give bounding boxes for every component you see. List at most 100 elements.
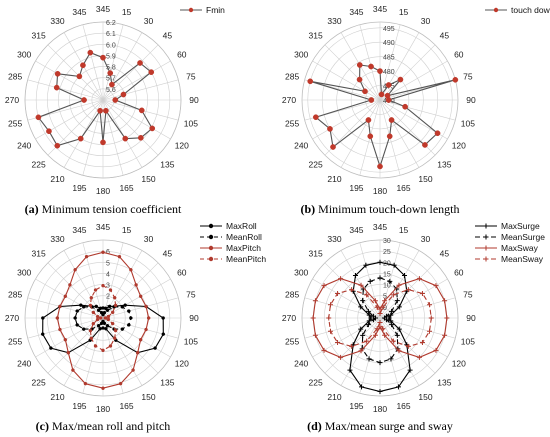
legend-marker	[208, 245, 214, 251]
angle-label: 270	[282, 313, 296, 323]
data-point	[146, 316, 151, 320]
angle-label: 255	[8, 337, 22, 347]
data-point	[41, 316, 45, 320]
data-point	[396, 282, 402, 288]
data-point	[387, 278, 393, 284]
angle-label: 240	[17, 141, 31, 151]
data-point	[81, 305, 86, 309]
grid-spoke	[35, 60, 104, 101]
data-point	[108, 288, 113, 292]
angle-label: 210	[50, 174, 64, 184]
data-point	[407, 367, 413, 373]
angle-label: 75	[463, 289, 473, 299]
data-point	[416, 276, 422, 282]
data-point	[321, 283, 327, 289]
r-tick-label: 6.2	[106, 20, 116, 27]
angle-label: 165	[119, 183, 133, 193]
panel-caption: (a) Minimum tension coefficient	[25, 202, 182, 216]
caption-letter: (c)	[36, 419, 49, 433]
data-point	[327, 328, 333, 334]
data-point	[402, 103, 408, 110]
angle-label: 120	[452, 359, 466, 369]
data-point	[96, 323, 101, 328]
data-point	[83, 381, 88, 386]
grid-spoke	[35, 278, 104, 319]
grid-spoke	[102, 24, 124, 101]
data-point	[405, 343, 411, 349]
data-point	[405, 287, 411, 293]
grid-spoke	[47, 262, 104, 319]
angle-label: 195	[72, 401, 86, 411]
data-point	[347, 367, 353, 373]
data-point	[101, 250, 105, 255]
data-point	[396, 304, 402, 310]
data-point	[416, 354, 422, 360]
data-point	[91, 321, 96, 326]
r-tick-label: 3	[106, 283, 110, 290]
data-point	[49, 346, 53, 350]
legend-label: MeanRoll	[226, 232, 262, 242]
data-point	[378, 91, 385, 98]
data-point	[135, 350, 140, 355]
angle-label: 285	[285, 289, 299, 299]
caption-letter: (b)	[301, 202, 316, 216]
data-point	[100, 54, 106, 61]
grid-spoke	[379, 24, 401, 101]
data-point	[427, 302, 433, 308]
angle-label: 135	[160, 159, 174, 169]
legend-marker	[483, 223, 489, 229]
grid-spoke	[102, 60, 171, 101]
caption-text: Max/mean surge and sway	[322, 419, 453, 433]
data-point	[391, 262, 397, 268]
angle-label: 45	[440, 31, 450, 41]
angle-label: 255	[285, 119, 299, 129]
data-point	[367, 133, 374, 140]
data-point	[310, 315, 316, 321]
data-point	[95, 317, 100, 322]
data-point	[338, 276, 344, 282]
data-point	[427, 328, 433, 334]
data-point	[382, 298, 388, 304]
data-point	[40, 332, 45, 336]
data-point	[149, 125, 156, 132]
r-tick-label: 6.1	[106, 31, 116, 38]
data-point	[358, 282, 364, 288]
data-point	[397, 76, 404, 83]
r-tick-label: 15	[383, 271, 391, 278]
data-point	[396, 326, 402, 332]
angle-label: 240	[17, 359, 31, 369]
legend-marker	[208, 256, 214, 262]
data-point	[395, 384, 401, 390]
angle-label: 255	[285, 337, 299, 347]
data-point	[349, 343, 355, 349]
angle-label: 270	[5, 95, 19, 105]
data-point	[335, 290, 341, 296]
data-point	[109, 81, 115, 88]
caption-text: Max/mean roll and pitch	[49, 419, 170, 433]
legend-label: MeanSurge	[501, 232, 545, 242]
angle-label: 150	[418, 392, 432, 402]
data-point	[382, 332, 388, 338]
angle-label: 225	[309, 377, 323, 387]
data-point	[377, 259, 383, 265]
angle-label: 60	[177, 50, 187, 60]
data-point	[377, 68, 383, 74]
angle-label: 345	[96, 4, 110, 14]
data-point	[110, 310, 115, 315]
data-point	[123, 303, 127, 307]
data-point	[419, 340, 425, 346]
grid-spoke	[324, 44, 381, 101]
legend-marker	[493, 7, 499, 13]
data-point	[312, 298, 318, 304]
data-point	[374, 304, 380, 310]
angle-label: 285	[8, 289, 22, 299]
data-point	[103, 107, 109, 114]
data-point	[364, 292, 370, 298]
data-point	[99, 310, 104, 315]
data-point	[380, 304, 386, 310]
legend: Fmin	[180, 5, 225, 15]
data-point	[107, 304, 112, 309]
data-point	[95, 314, 100, 319]
legend-label: MeanPitch	[226, 254, 266, 264]
